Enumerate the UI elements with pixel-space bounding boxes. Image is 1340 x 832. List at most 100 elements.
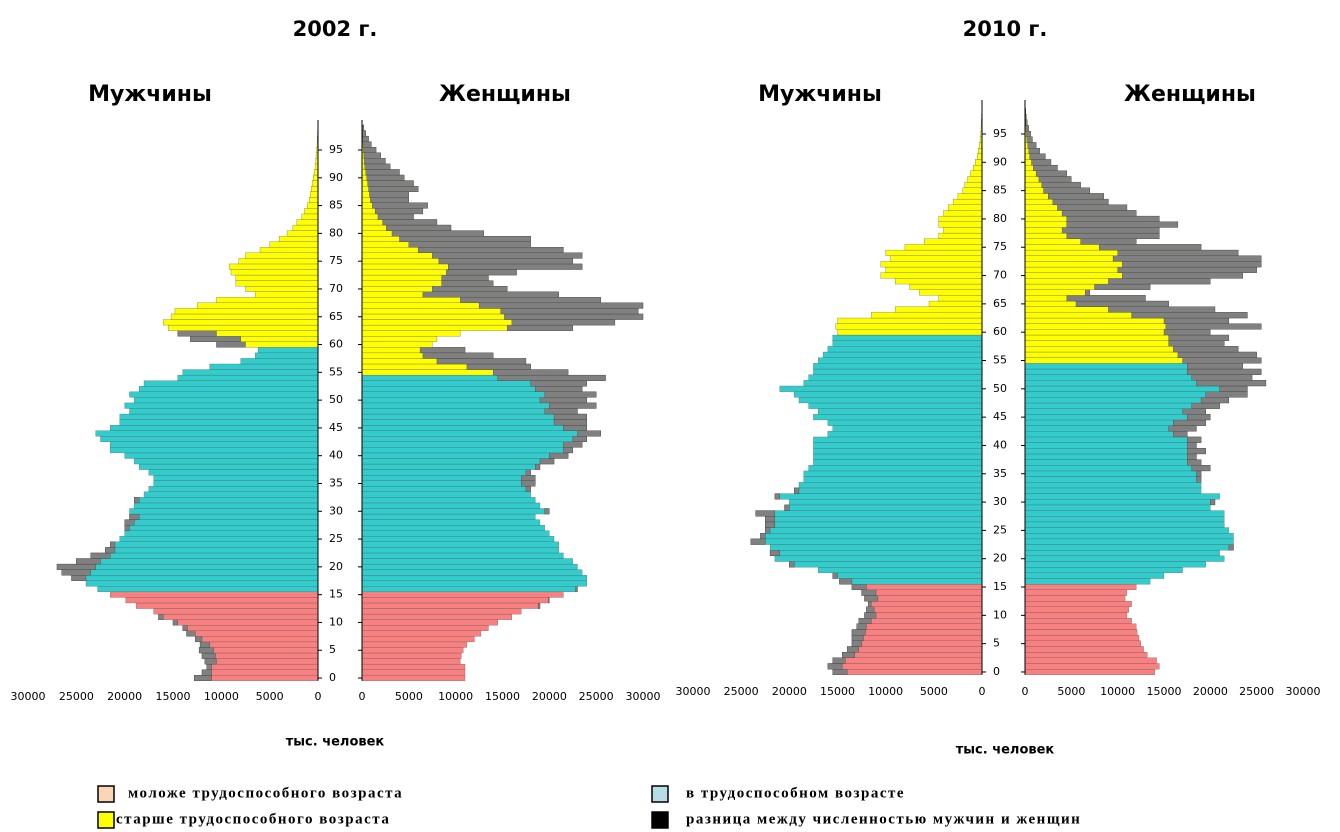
bar bbox=[1024, 629, 1138, 636]
difference-bar bbox=[548, 597, 550, 604]
bar bbox=[209, 363, 319, 370]
legend-label: старше трудоспособного возраста bbox=[116, 811, 390, 827]
difference-bar bbox=[372, 202, 428, 209]
y-tick-label: 55 bbox=[329, 365, 343, 378]
bar bbox=[904, 244, 983, 251]
bar bbox=[119, 419, 319, 426]
y-tick-label: 15 bbox=[329, 588, 343, 601]
bar bbox=[970, 170, 983, 177]
difference-bar bbox=[774, 493, 780, 500]
difference-bar bbox=[201, 669, 212, 676]
bar bbox=[813, 442, 983, 449]
difference-bar bbox=[497, 374, 606, 381]
difference-bar bbox=[765, 521, 776, 528]
difference-bar bbox=[432, 286, 508, 292]
bar bbox=[361, 497, 536, 504]
bar bbox=[769, 550, 983, 557]
bar bbox=[361, 663, 466, 670]
difference-bar bbox=[525, 486, 531, 492]
bar bbox=[361, 413, 587, 420]
bar bbox=[361, 597, 550, 604]
difference-bar bbox=[563, 447, 573, 454]
difference-bar bbox=[386, 224, 452, 231]
bar bbox=[864, 595, 983, 602]
y-tick-label: 90 bbox=[329, 171, 343, 184]
bar bbox=[818, 357, 983, 364]
bar bbox=[90, 552, 319, 559]
bar bbox=[1024, 470, 1202, 477]
difference-bar bbox=[61, 569, 91, 576]
x-tick-label: 0 bbox=[1022, 685, 1029, 698]
difference-bar bbox=[544, 391, 597, 398]
difference-bar bbox=[760, 533, 766, 540]
difference-bar bbox=[1187, 414, 1211, 421]
bar bbox=[851, 629, 983, 636]
difference-bar bbox=[369, 191, 409, 198]
difference-bar bbox=[365, 169, 400, 176]
bar bbox=[895, 278, 983, 285]
difference-bar bbox=[206, 663, 212, 670]
difference-bar bbox=[105, 547, 116, 554]
bar bbox=[361, 563, 578, 570]
bar bbox=[361, 658, 461, 665]
bar bbox=[143, 491, 319, 498]
bar bbox=[186, 630, 319, 637]
y-tick-label: 60 bbox=[329, 338, 343, 351]
y-tick-label: 80 bbox=[329, 226, 343, 239]
legend-swatch bbox=[97, 811, 115, 829]
bar bbox=[813, 459, 983, 466]
difference-bar bbox=[199, 641, 210, 648]
bar bbox=[310, 191, 319, 198]
bar bbox=[216, 297, 319, 304]
bar bbox=[1024, 408, 1206, 415]
bar bbox=[895, 306, 983, 313]
y-tick-label: 40 bbox=[329, 449, 343, 462]
bar bbox=[1024, 516, 1225, 523]
bar bbox=[813, 414, 983, 421]
difference-bar bbox=[769, 550, 780, 557]
difference-bar bbox=[1057, 204, 1128, 211]
difference-bar bbox=[1066, 232, 1160, 239]
difference-bar bbox=[1038, 176, 1072, 183]
bar bbox=[361, 525, 545, 531]
difference-bar bbox=[1187, 363, 1243, 370]
bar bbox=[97, 586, 319, 593]
bar bbox=[1024, 538, 1234, 545]
bar bbox=[129, 391, 319, 398]
bar bbox=[174, 308, 319, 315]
difference-bar bbox=[1228, 544, 1234, 551]
bar bbox=[304, 208, 319, 215]
bar bbox=[361, 602, 541, 609]
bar bbox=[1024, 510, 1225, 517]
bar bbox=[832, 340, 983, 347]
legend-swatch bbox=[651, 785, 669, 803]
bar bbox=[1024, 431, 1188, 438]
y-tick-label: 0 bbox=[329, 671, 336, 684]
bar bbox=[957, 193, 983, 200]
difference-bar bbox=[363, 147, 377, 153]
difference-bar bbox=[535, 386, 583, 392]
difference-bar bbox=[1048, 193, 1104, 200]
bar bbox=[148, 469, 319, 476]
bar bbox=[952, 198, 983, 205]
difference-bar bbox=[198, 647, 214, 654]
bar bbox=[100, 436, 319, 442]
bar bbox=[1024, 623, 1137, 630]
difference-bar bbox=[362, 124, 365, 131]
y-tick-label: 45 bbox=[329, 421, 343, 434]
difference-bar bbox=[525, 469, 531, 476]
difference-bar bbox=[364, 163, 391, 170]
bar bbox=[798, 397, 983, 404]
bar bbox=[110, 541, 319, 548]
bar bbox=[240, 358, 319, 365]
difference-bar bbox=[1182, 357, 1262, 364]
bar bbox=[924, 238, 983, 245]
bar bbox=[361, 463, 541, 470]
bar bbox=[361, 647, 464, 654]
bar bbox=[760, 533, 983, 540]
difference-bar bbox=[832, 657, 846, 664]
bar bbox=[361, 330, 461, 337]
bar bbox=[928, 300, 983, 307]
difference-bar bbox=[124, 525, 130, 531]
y-tick-label: 5 bbox=[329, 643, 336, 656]
